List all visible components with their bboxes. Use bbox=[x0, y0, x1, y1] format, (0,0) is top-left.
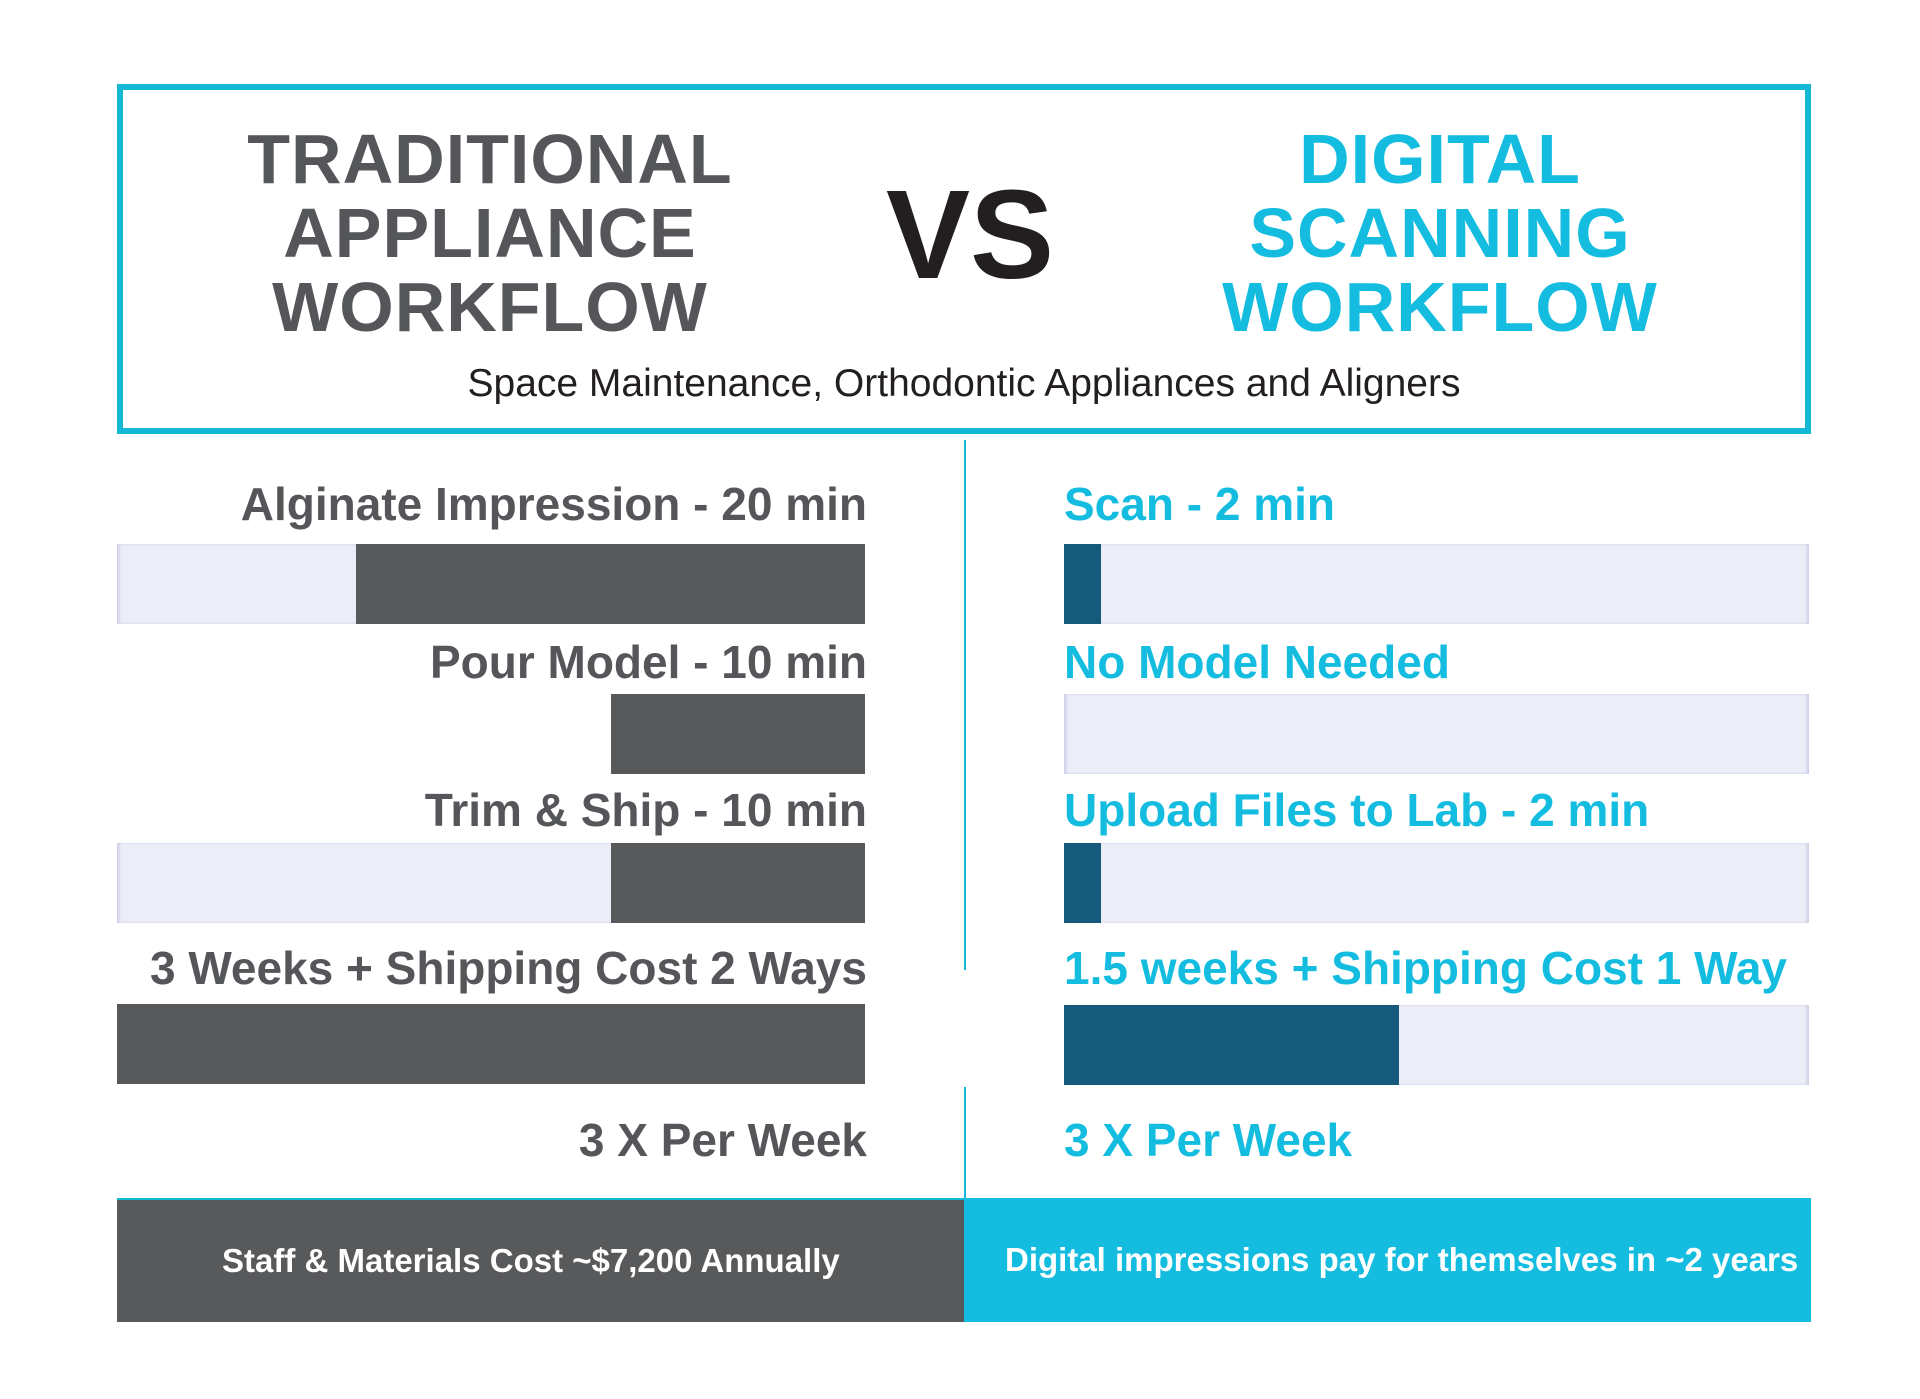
traditional-row-label: 3 Weeks + Shipping Cost 2 Ways bbox=[149, 942, 867, 994]
title-right-line: SCANNING bbox=[1249, 194, 1631, 272]
digital-bar bbox=[1064, 1005, 1400, 1085]
title-left-line: TRADITIONAL bbox=[247, 120, 733, 198]
traditional-bar bbox=[610, 843, 865, 923]
traditional-bar-track bbox=[117, 1004, 865, 1084]
digital-payback-banner: Digital impressions pay for themselves i… bbox=[964, 1198, 1811, 1322]
traditional-bar-track bbox=[117, 694, 865, 774]
digital-bar-track bbox=[1064, 544, 1809, 624]
traditional-row-label: Trim & Ship - 10 min bbox=[424, 784, 867, 836]
traditional-bar-track bbox=[117, 843, 865, 923]
traditional-bar bbox=[610, 694, 865, 774]
traditional-bar bbox=[356, 544, 865, 624]
traditional-cost-banner: Staff & Materials Cost ~$7,200 Annually bbox=[117, 1198, 964, 1322]
traditional-bar-track bbox=[117, 544, 865, 624]
digital-bar bbox=[1064, 843, 1102, 923]
digital-payback-text: Digital impressions pay for themselves i… bbox=[1005, 1241, 1799, 1278]
traditional-row-label: Alginate Impression - 20 min bbox=[240, 478, 867, 530]
subtitle: Space Maintenance, Orthodontic Appliance… bbox=[467, 362, 1461, 405]
traditional-title: TRADITIONAL APPLIANCE WORKFLOW bbox=[210, 122, 770, 344]
vs-label: VS bbox=[885, 164, 1055, 305]
traditional-row-label: Pour Model - 10 min bbox=[429, 636, 867, 688]
traditional-bar bbox=[117, 1004, 865, 1084]
digital-bar-track bbox=[1064, 1005, 1809, 1085]
digital-row-label: 1.5 weeks + Shipping Cost 1 Way bbox=[1064, 942, 1788, 994]
center-divider-top bbox=[964, 440, 966, 970]
traditional-cost-text: Staff & Materials Cost ~$7,200 Annually bbox=[222, 1242, 840, 1279]
title-right-line: WORKFLOW bbox=[1222, 268, 1658, 346]
header-box bbox=[117, 84, 1811, 434]
digital-bar-track bbox=[1064, 843, 1809, 923]
digital-row-label: Upload Files to Lab - 2 min bbox=[1064, 784, 1650, 836]
digital-row-label: Scan - 2 min bbox=[1064, 478, 1335, 530]
digital-row-label: No Model Needed bbox=[1064, 636, 1450, 688]
title-right-line: DIGITAL bbox=[1299, 120, 1581, 198]
digital-bar bbox=[1064, 544, 1102, 624]
digital-frequency: 3 X Per Week bbox=[1064, 1114, 1353, 1166]
digital-bar-track bbox=[1064, 694, 1809, 774]
digital-title: DIGITAL SCANNING WORKFLOW bbox=[1160, 122, 1720, 344]
title-left-line: APPLIANCE bbox=[283, 194, 697, 272]
traditional-frequency: 3 X Per Week bbox=[578, 1114, 867, 1166]
center-divider-bottom bbox=[964, 1087, 966, 1198]
title-left-line: WORKFLOW bbox=[272, 268, 708, 346]
